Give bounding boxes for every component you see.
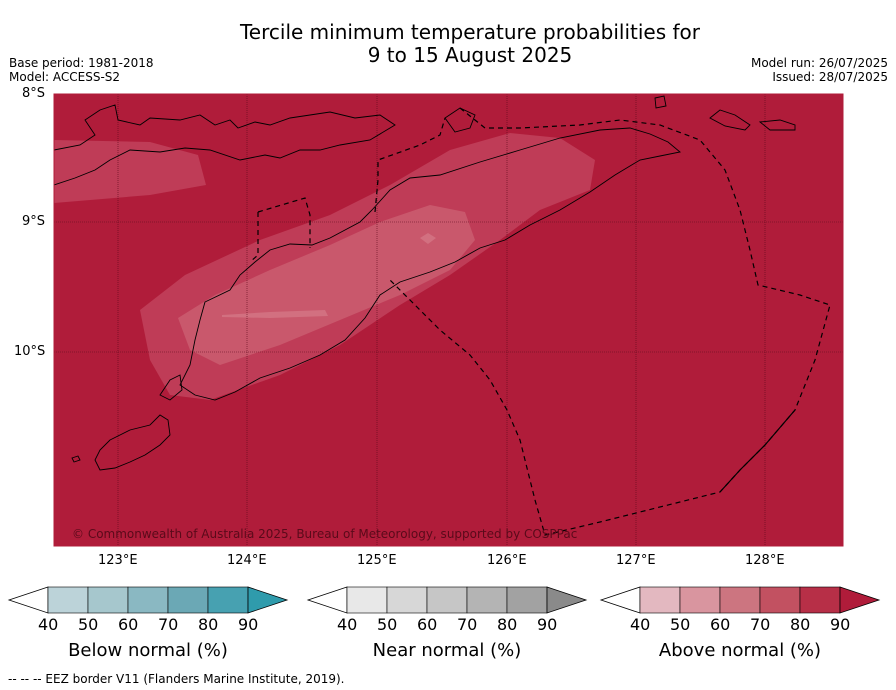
colorbar-above-segment — [679, 586, 721, 614]
eez-footer-note: -- -- -- EEZ border V11 (Flanders Marine… — [8, 672, 345, 686]
eez-border-north — [374, 117, 446, 213]
lat-label-9s: 9°S — [22, 214, 46, 229]
lon-label-126e: 126°E — [487, 553, 527, 568]
colorbar-above-tick: 60 — [710, 615, 731, 634]
colorbar-near-segment — [506, 586, 548, 614]
colorbar-below-low-extend — [7, 586, 49, 614]
colorbar-above-title: Above normal (%) — [658, 640, 822, 661]
probability-band-west — [54, 140, 206, 203]
base-period: Base period: 1981-2018 — [9, 56, 154, 70]
north-islands-coast — [54, 104, 396, 186]
colorbar-below-tick: 70 — [158, 615, 179, 634]
colorbar-above-tick: 50 — [670, 615, 691, 634]
lat-label-8s: 8°S — [22, 86, 46, 101]
map-copyright: © Commonwealth of Australia 2025, Bureau… — [72, 527, 577, 541]
colorbar-below-segment — [47, 586, 89, 614]
colorbar-near-segment — [466, 586, 508, 614]
colorbar-below-title: Below normal (%) — [68, 640, 228, 661]
colorbar-above-tick: 40 — [630, 615, 651, 634]
colorbar-above-low-extend — [599, 586, 641, 614]
colorbar-below-tick: 80 — [198, 615, 219, 634]
colorbar-near-tick: 60 — [417, 615, 438, 634]
lat-label-10s: 10°S — [14, 344, 46, 359]
island-east-1 — [709, 109, 751, 131]
issued-date: Issued: 28/07/2025 — [772, 70, 888, 84]
island-south-3 — [71, 455, 81, 463]
colorbar-near-segment — [386, 586, 428, 614]
colorbar-below-tick: 60 — [118, 615, 139, 634]
colorbar-near-low-extend — [306, 586, 348, 614]
colorbar-near-tick: 90 — [537, 615, 558, 634]
lon-label-123e: 123°E — [98, 553, 138, 568]
colorbar-above-segment — [639, 586, 681, 614]
probability-band-inner — [178, 205, 475, 365]
colorbar-below-segment — [127, 586, 169, 614]
eez-border-oecusse — [249, 197, 311, 263]
colorbar-above-tick: 80 — [790, 615, 811, 634]
island-south-2 — [94, 414, 171, 471]
probability-band-spot — [420, 233, 436, 244]
lon-label-125e: 125°E — [357, 553, 397, 568]
timor-coast — [179, 127, 682, 401]
colorbar-above-segment — [799, 586, 841, 614]
colorbar-above-segment — [719, 586, 761, 614]
lon-label-128e: 128°E — [745, 553, 785, 568]
map-title-line2: 9 to 15 August 2025 — [367, 43, 573, 67]
colorbar-near-tick: 40 — [337, 615, 358, 634]
island-north-1 — [444, 107, 476, 133]
colorbar-near-segment — [426, 586, 468, 614]
island-north-2 — [654, 95, 667, 109]
colorbar-near-high-extend — [546, 586, 588, 614]
colorbar-below-tick: 40 — [38, 615, 59, 634]
colorbar-above-high-extend — [839, 586, 881, 614]
colorbar-near-title: Near normal (%) — [372, 640, 522, 661]
colorbar-above-segment — [759, 586, 801, 614]
colorbar-near-tick: 80 — [497, 615, 518, 634]
lon-label-124e: 124°E — [227, 553, 267, 568]
island-south-1 — [159, 374, 183, 401]
colorbar-near-tick: 50 — [377, 615, 398, 634]
colorbar-below-tick: 50 — [78, 615, 99, 634]
colorbar-near-segment — [346, 586, 388, 614]
island-east-2 — [758, 119, 796, 131]
colorbar-below-segment — [207, 586, 249, 614]
colorbar-below-segment — [87, 586, 129, 614]
probability-band-streak — [222, 310, 328, 318]
colorbar-above-tick: 90 — [830, 615, 851, 634]
model-name: Model: ACCESS-S2 — [9, 70, 121, 84]
colorbar-near-tick: 70 — [457, 615, 478, 634]
colorbar-below-high-extend — [247, 586, 289, 614]
lon-label-127e: 127°E — [616, 553, 656, 568]
eez-border-solid — [719, 409, 796, 493]
map-title-line1: Tercile minimum temperature probabilitie… — [239, 20, 701, 44]
colorbar-below-segment — [167, 586, 209, 614]
model-run: Model run: 26/07/2025 — [750, 56, 888, 70]
colorbar-above-tick: 70 — [750, 615, 771, 634]
colorbar-below-tick: 90 — [238, 615, 259, 634]
